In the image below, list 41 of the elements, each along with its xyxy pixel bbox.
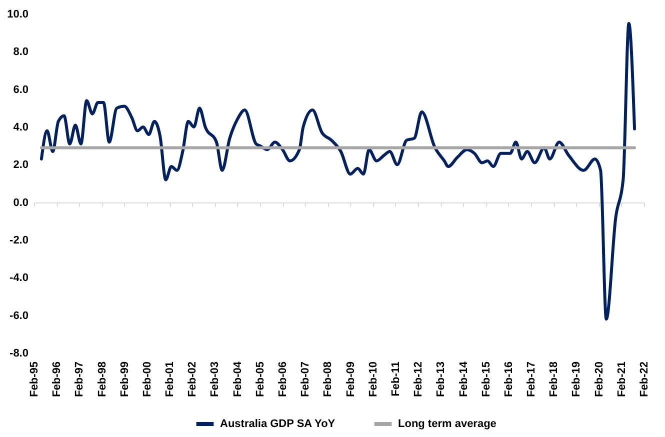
x-tick-label: Feb-13 — [435, 362, 448, 397]
x-tick-label: Feb-98 — [96, 362, 108, 397]
legend-label: Long term average — [398, 418, 496, 430]
line-series — [40, 22, 636, 321]
x-tick-label: Feb-19 — [570, 362, 583, 397]
x-tick-label: Feb-09 — [344, 362, 357, 397]
x-tick-label: Feb-20 — [593, 362, 606, 397]
x-tick-label: Feb-22 — [638, 362, 650, 397]
x-tick-label: Feb-95 — [28, 362, 40, 397]
y-tick-label: 4.0 — [13, 122, 28, 134]
x-tick-label: Feb-17 — [526, 362, 538, 397]
x-tick-label: Feb-14 — [458, 360, 470, 397]
y-tick-label: -2.0 — [10, 234, 28, 246]
y-tick-label: 10.0 — [7, 8, 28, 20]
x-tick-label: Feb-02 — [186, 362, 199, 397]
x-tick-label: Feb-15 — [480, 362, 492, 397]
y-tick-label: 0.0 — [13, 196, 28, 209]
x-tick-label: Feb-01 — [164, 362, 176, 397]
x-tick-label: Feb-03 — [209, 362, 222, 397]
x-tick-label: Feb-05 — [254, 362, 266, 397]
y-tick-label: 2.0 — [13, 159, 28, 172]
y-tick-label: -6.0 — [10, 310, 28, 322]
x-tick-label: Feb-99 — [118, 362, 131, 397]
x-tick-label: Feb-08 — [322, 362, 334, 397]
x-tick-label: Feb-21 — [616, 362, 628, 397]
x-tick-label: Feb-07 — [300, 362, 312, 397]
x-tick-label: Feb-00 — [141, 362, 154, 397]
x-tick-label: Feb-12 — [412, 362, 425, 397]
y-tick-label: 8.0 — [13, 46, 28, 58]
y-tick-label: 6.0 — [13, 84, 28, 96]
x-tick-label: Feb-97 — [74, 362, 86, 397]
x-tick-label: Feb-18 — [548, 362, 560, 397]
x-tick-label: Feb-16 — [502, 362, 515, 397]
x-tick-label: Feb-04 — [232, 360, 244, 397]
x-tick-label: Feb-06 — [277, 362, 290, 397]
x-tick-label: Feb-96 — [51, 362, 64, 397]
legend-label: Australia GDP SA YoY — [220, 418, 336, 430]
y-tick-label: -4.0 — [10, 272, 28, 284]
x-tick-label: Feb-11 — [390, 362, 402, 396]
y-tick-label: -8.0 — [10, 348, 28, 360]
x-tick-label: Feb-10 — [367, 362, 380, 397]
